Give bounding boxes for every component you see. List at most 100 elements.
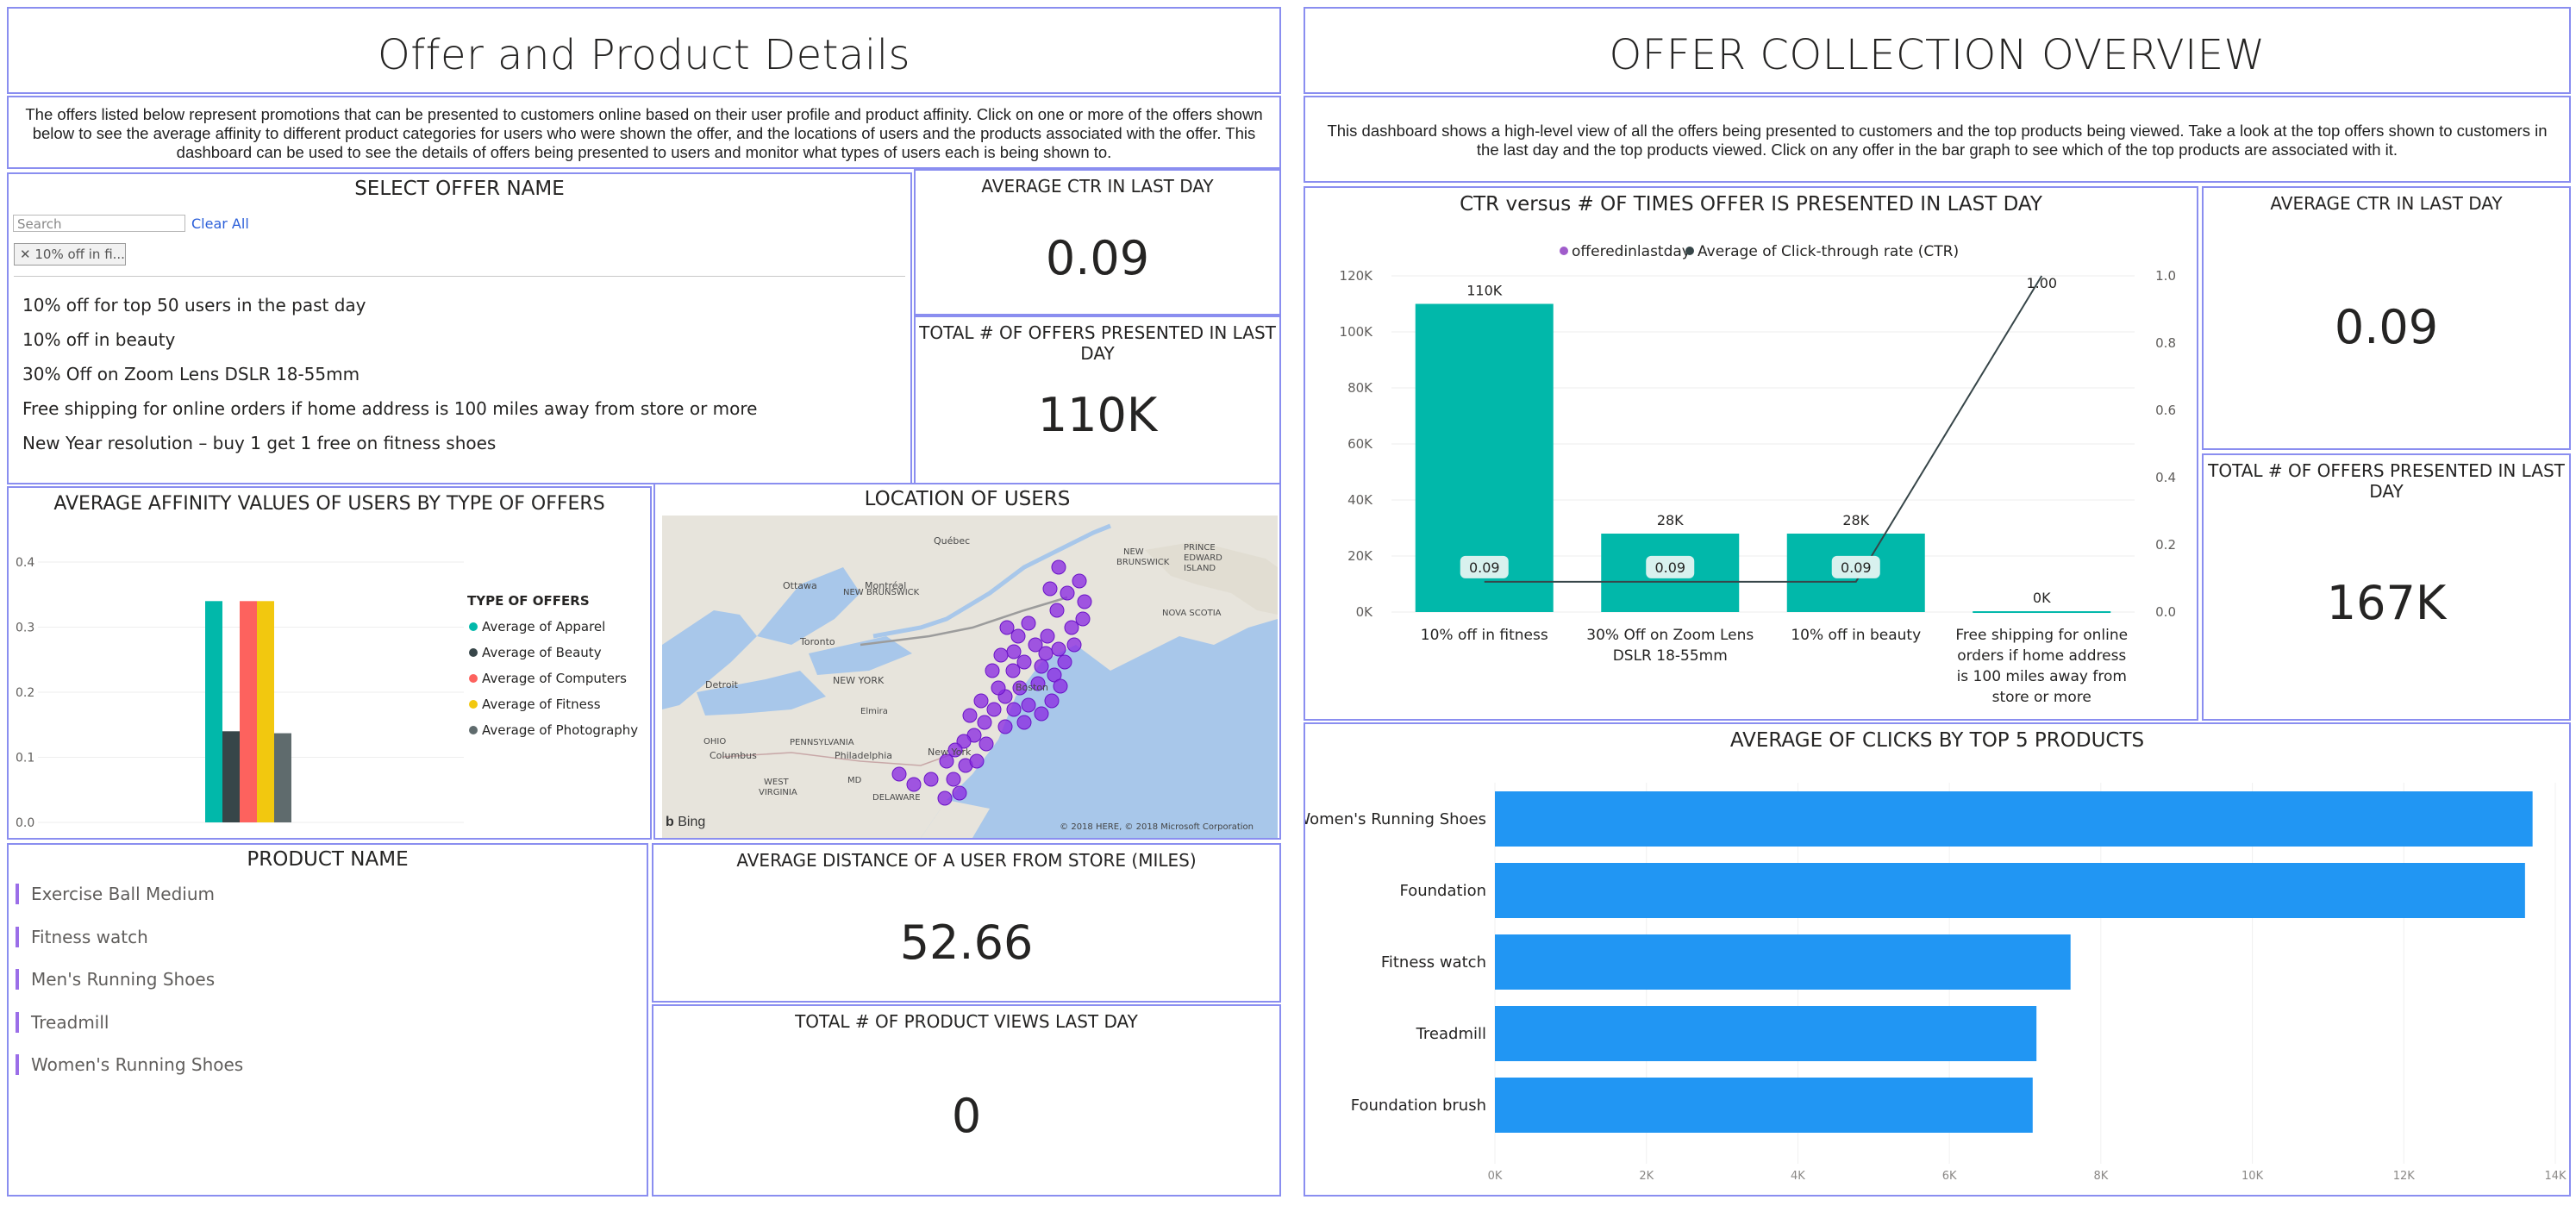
line-data-label: 0.09 [1654,559,1685,576]
legend-label: Average of Computers [482,671,627,686]
right-description-panel: This dashboard shows a high-level view o… [1304,96,2571,183]
map-panel[interactable]: LOCATION OF USERS Québec [653,483,1281,840]
legend-marker [1685,247,1694,255]
clicks-chart[interactable]: 0K 2K 4K 6K 8K 10K 12K 14K Women's Running Shoes… [1305,755,2569,1195]
selected-offer-chip-label: 10% off in fi... [34,247,125,262]
legend-label: offeredinlastday [1572,243,1691,260]
close-icon[interactable]: ✕ [20,247,31,262]
left-offers-label: TOTAL # OF OFFERS PRESENTED IN LAST DAY [919,322,1276,364]
right-ctr-card[interactable]: AVERAGE CTR IN LAST DAY 0.09 [2202,186,2571,450]
views-card[interactable]: TOTAL # OF PRODUCT VIEWS LAST DAY 0 [652,1004,1281,1197]
offer-option[interactable]: 10% off for top 50 users in the past day [22,295,366,316]
x-tick-label: 4K [1791,1170,1805,1183]
left-page-title: Offer and Product Details [377,31,911,79]
bing-label: Bing [678,815,706,829]
y-tick-label: 100K [1340,324,1374,340]
x-tick-label: 8K [2093,1170,2108,1183]
map-label: Columbus [710,750,757,761]
map-label: NEW [1123,547,1144,557]
y-tick-label: 120K [1340,268,1374,284]
x-tick-label: 14K [2544,1170,2567,1183]
x-tick-label: 2K [1639,1170,1654,1183]
left-offers-card[interactable]: TOTAL # OF OFFERS PRESENTED IN LAST DAY … [914,316,1281,484]
views-value: 0 [951,1089,982,1143]
bing-logo: b Bing [666,815,705,830]
affinity-bar [240,601,257,822]
user-location-map[interactable]: Québec Montréal NEW BRUNSWICK NEW BRUNSW… [662,516,1278,838]
map-label: Philadelphia [835,750,892,761]
product-item[interactable]: Men's Running Shoes [14,966,243,1009]
bar-data-label: 0K [2033,590,2051,606]
offer-option[interactable]: 30% Off on Zoom Lens DSLR 18-55mm [22,364,360,384]
x-tick-label: 0K [1488,1170,1503,1183]
left-title-panel: Offer and Product Details [7,7,1281,94]
legend-marker [469,622,478,631]
map-label: WEST [764,778,790,787]
product-item[interactable]: Women's Running Shoes [14,1052,243,1095]
ctr-chart-title: CTR versus # OF TIMES OFFER IS PRESENTED… [1460,193,2042,216]
map-label: Toronto [799,636,835,647]
offer-search-input[interactable]: Search [13,215,185,232]
search-placeholder: Search [17,216,62,232]
y2-tick-label: 0.8 [2155,335,2176,351]
product-click-bar [1495,1006,2037,1061]
product-click-bar [1495,1078,2033,1133]
map-label: OHIO [703,737,726,747]
right-offers-label: TOTAL # OF OFFERS PRESENTED IN LAST DAY [2208,460,2565,502]
affinity-chart[interactable]: 0.0 0.1 0.2 0.3 0.4 TYPE OF OFFERS Average of … [9,519,650,838]
map-label: NEW BRUNSWICK [843,588,920,597]
map-label: Detroit [705,679,739,690]
x-tick-label: 10K [2241,1170,2264,1183]
map-label: New York [928,747,972,758]
product-list: Exercise Ball Medium Fitness watch Men's… [14,881,243,1095]
map-label: VIRGINIA [759,788,797,797]
product-click-bar [1495,863,2525,918]
affinity-bar [205,601,222,822]
line-data-label: 0.09 [1841,559,1872,576]
y-tick-label: 60K [1347,436,1373,452]
ctr-combo-panel[interactable]: CTR versus # OF TIMES OFFER IS PRESENTED… [1304,186,2198,721]
product-item[interactable]: Treadmill [14,1009,243,1053]
selected-offer-chip[interactable]: ✕ 10% off in fi... [14,243,126,266]
offer-option[interactable]: 10% off in beauty [22,329,176,350]
product-item[interactable]: Fitness watch [14,924,243,967]
bar-data-label: 28K [1657,512,1684,528]
right-title-panel: OFFER COLLECTION OVERVIEW [1304,7,2571,94]
clear-all-link[interactable]: Clear All [191,216,249,232]
affinity-chart-panel[interactable]: AVERAGE AFFINITY VALUES OF USERS BY TYPE… [7,486,652,840]
left-offers-value: 110K [1037,388,1158,442]
map-label: Boston [1016,682,1048,693]
x-category-label: is 100 miles away from [1957,668,2127,685]
y-tick-label: 0.0 [16,816,34,830]
right-offers-value: 167K [2326,576,2447,630]
legend-marker [469,726,478,734]
ctr-combo-chart[interactable]: offeredinlastday Average of Click-through… [1305,219,2197,719]
offer-option[interactable]: New Year resolution – buy 1 get 1 free o… [22,433,497,453]
y-tick-label: 0K [1356,604,1374,620]
distance-card[interactable]: AVERAGE DISTANCE OF A USER FROM STORE (M… [652,843,1281,1003]
clicks-chart-panel[interactable]: AVERAGE OF CLICKS BY TOP 5 PRODUCTS 0K 2K… [1304,722,2571,1197]
map-label: Ottawa [783,580,817,591]
legend-label: Average of Beauty [482,645,602,660]
offer-option[interactable]: Free shipping for online orders if home … [22,398,758,419]
left-ctr-card[interactable]: AVERAGE CTR IN LAST DAY 0.09 [914,169,1281,316]
affinity-chart-title: AVERAGE AFFINITY VALUES OF USERS BY TYPE… [53,493,605,515]
product-slicer-title: PRODUCT NAME [247,848,409,871]
product-slicer: PRODUCT NAME Exercise Ball Medium Fitnes… [7,843,648,1197]
map-label: MD [847,776,862,785]
product-item[interactable]: Exercise Ball Medium [14,881,243,924]
y-tick-label: 20K [1347,548,1373,564]
right-offers-card[interactable]: TOTAL # OF OFFERS PRESENTED IN LAST DAY … [2202,453,2571,721]
x-category-label: DSLR 18-55mm [1613,647,1728,665]
right-page-title: OFFER COLLECTION OVERVIEW [1609,31,2266,79]
x-tick-label: 6K [1942,1170,1957,1183]
distance-value: 52.66 [899,915,1034,970]
y2-tick-label: 0.4 [2155,470,2176,485]
legend-marker [469,700,478,709]
bar-data-label: 28K [1842,512,1869,528]
y-tick-label: 0.2 [16,686,34,700]
offer-slicer: SELECT OFFER NAME Search Clear All ✕ 10%… [7,172,912,484]
map-label: PRINCE [1184,543,1216,553]
x-tick-label: 12K [2393,1170,2416,1183]
distance-label: AVERAGE DISTANCE OF A USER FROM STORE (M… [736,850,1197,871]
